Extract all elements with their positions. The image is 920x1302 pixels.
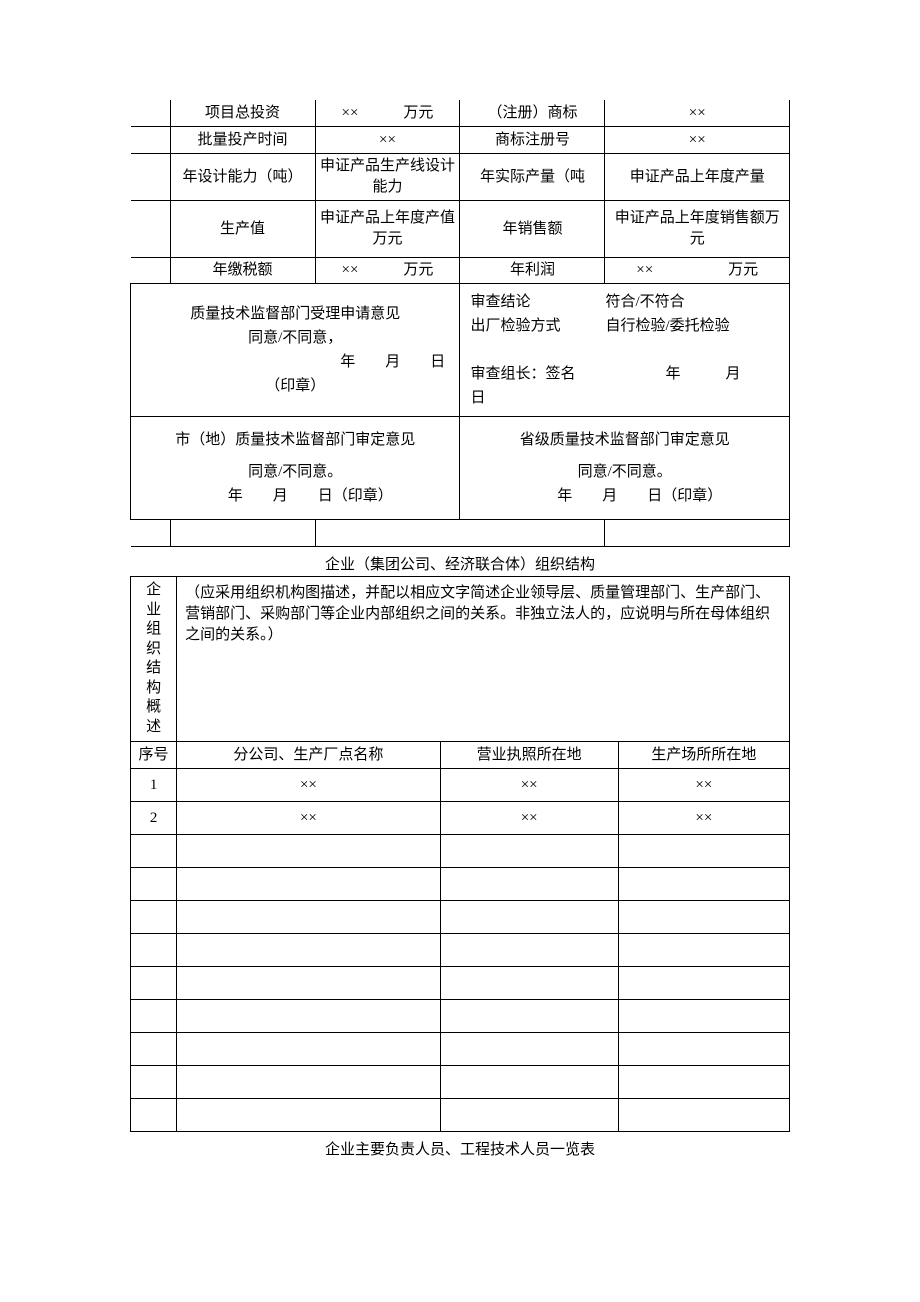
row-cell	[440, 835, 618, 868]
stub-cell	[131, 100, 171, 127]
row-cell	[618, 1033, 789, 1066]
org-structure-label: 企业组织结构概述	[131, 577, 177, 742]
label-tax: 年缴税额	[170, 258, 315, 284]
value-sales: 申证产品上年度销售额万元	[605, 201, 790, 258]
empty-cell	[170, 520, 315, 547]
value-trademark-no: ××	[605, 127, 790, 154]
document-page: 项目总投资 ×× 万元 （注册）商标 ×× 批量投产时间 ×× 商标注册号 ××…	[0, 0, 920, 1201]
row-cell: ××	[440, 769, 618, 802]
row-seq	[131, 868, 177, 901]
label-trademark: （注册）商标	[460, 100, 605, 127]
stub-cell	[131, 258, 171, 284]
row-cell	[177, 901, 441, 934]
label-design-capacity: 年设计能力（吨）	[170, 154, 315, 201]
row-cell	[618, 1000, 789, 1033]
stub-cell	[131, 154, 171, 201]
row-seq: 2	[131, 802, 177, 835]
row-seq	[131, 1066, 177, 1099]
province-opinion-title: 省级质量技术监督部门审定意见	[466, 428, 783, 452]
row-cell	[177, 1000, 441, 1033]
row-cell	[440, 1099, 618, 1132]
org-structure-desc: （应采用组织机构图描述，并配以相应文字简述企业领导层、质量管理部门、生产部门、营…	[177, 577, 790, 742]
label-total-investment: 项目总投资	[170, 100, 315, 127]
personnel-caption: 企业主要负责人员、工程技术人员一览表	[130, 1138, 790, 1159]
row-seq	[131, 934, 177, 967]
value-tax: ×× 万元	[315, 258, 460, 284]
row-cell	[177, 1033, 441, 1066]
org-structure-table: 企业组织结构概述 （应采用组织机构图描述，并配以相应文字简述企业领导层、质量管理…	[130, 576, 790, 1132]
value-batch-time: ××	[315, 127, 460, 154]
value-trademark: ××	[605, 100, 790, 127]
value-design-capacity: 申证产品生产线设计能力	[315, 154, 460, 201]
value-total-investment: ×× 万元	[315, 100, 460, 127]
row-seq	[131, 835, 177, 868]
row-seq	[131, 1000, 177, 1033]
stub-cell	[131, 520, 171, 547]
empty-cell	[315, 520, 605, 547]
row-cell	[440, 967, 618, 1000]
province-opinion-body: 同意/不同意。 年 月 日（印章）	[466, 460, 783, 508]
row-cell	[440, 868, 618, 901]
row-seq	[131, 901, 177, 934]
row-cell	[618, 934, 789, 967]
row-seq	[131, 967, 177, 1000]
row-seq	[131, 1033, 177, 1066]
stub-cell	[131, 127, 171, 154]
row-cell	[440, 1033, 618, 1066]
acceptance-opinion: 质量技术监督部门受理申请意见 同意/不同意， 年 月 日（印章）	[131, 284, 460, 417]
col-production-loc: 生产场所所在地	[618, 742, 789, 769]
row-cell: ××	[177, 769, 441, 802]
value-profit: ×× 万元	[605, 258, 790, 284]
value-actual-output: 申证产品上年度产量	[605, 154, 790, 201]
row-cell	[618, 868, 789, 901]
col-license-loc: 营业执照所在地	[440, 742, 618, 769]
province-opinion: 省级质量技术监督部门审定意见 同意/不同意。 年 月 日（印章）	[460, 417, 790, 520]
row-cell	[177, 967, 441, 1000]
city-opinion: 市（地）质量技术监督部门审定意见 同意/不同意。 年 月 日（印章）	[131, 417, 460, 520]
row-seq	[131, 1099, 177, 1132]
row-cell	[618, 1099, 789, 1132]
row-cell	[177, 868, 441, 901]
city-opinion-title: 市（地）质量技术监督部门审定意见	[137, 428, 453, 452]
label-trademark-no: 商标注册号	[460, 127, 605, 154]
org-structure-caption: 企业（集团公司、经济联合体）组织结构	[130, 553, 790, 574]
label-profit: 年利润	[460, 258, 605, 284]
stub-cell	[131, 201, 171, 258]
row-cell	[440, 934, 618, 967]
row-cell: ××	[177, 802, 441, 835]
row-cell	[618, 1066, 789, 1099]
row-cell	[177, 934, 441, 967]
row-cell: ××	[618, 769, 789, 802]
row-cell	[177, 1099, 441, 1132]
col-branch-name: 分公司、生产厂点名称	[177, 742, 441, 769]
label-actual-output: 年实际产量（吨	[460, 154, 605, 201]
value-production-value: 申证产品上年度产值 万元	[315, 201, 460, 258]
empty-cell	[605, 520, 790, 547]
row-cell	[440, 1066, 618, 1099]
row-cell	[618, 835, 789, 868]
row-cell	[618, 967, 789, 1000]
row-cell	[440, 901, 618, 934]
row-cell	[177, 835, 441, 868]
label-production-value: 生产值	[170, 201, 315, 258]
row-cell	[618, 901, 789, 934]
row-seq: 1	[131, 769, 177, 802]
enterprise-info-table: 项目总投资 ×× 万元 （注册）商标 ×× 批量投产时间 ×× 商标注册号 ××…	[130, 100, 790, 547]
row-cell: ××	[440, 802, 618, 835]
col-seq: 序号	[131, 742, 177, 769]
label-batch-time: 批量投产时间	[170, 127, 315, 154]
city-opinion-body: 同意/不同意。 年 月 日（印章）	[137, 460, 453, 508]
org-structure-label-text: 企业组织结构概述	[146, 581, 161, 737]
row-cell	[177, 1066, 441, 1099]
row-cell	[440, 1000, 618, 1033]
row-cell: ××	[618, 802, 789, 835]
review-conclusion: 审查结论 符合/不符合 出厂检验方式 自行检验/委托检验 审查组长：签名 年 月…	[460, 284, 790, 417]
